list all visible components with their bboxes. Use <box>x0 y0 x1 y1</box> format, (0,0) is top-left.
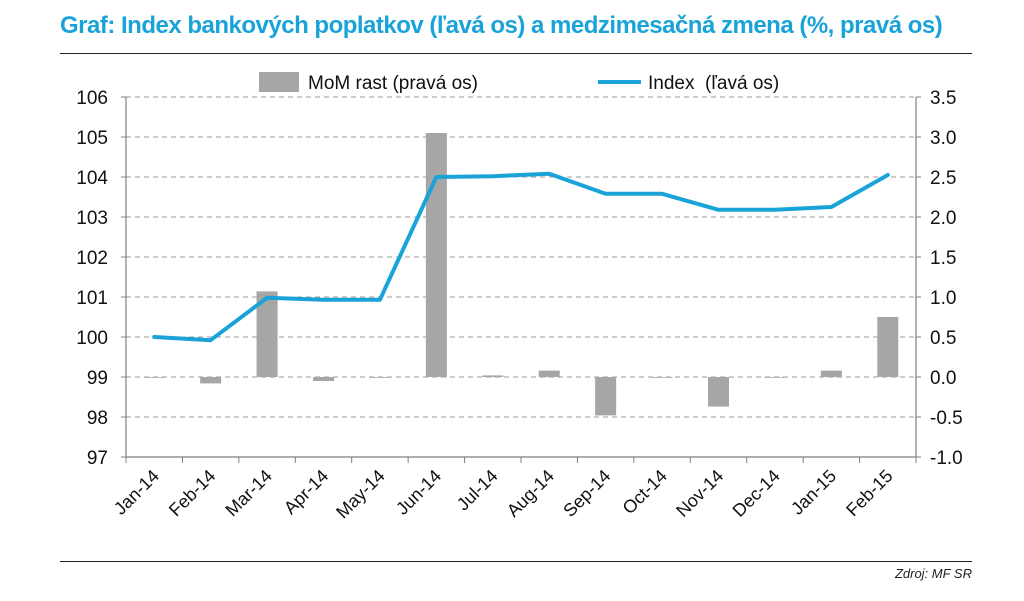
right-tick-label: 2.0 <box>930 208 956 229</box>
bar-mom <box>651 377 673 378</box>
right-tick-label: 1.5 <box>930 248 956 269</box>
right-tick-label: 1.0 <box>930 288 956 309</box>
left-tick-label: 99 <box>87 368 108 389</box>
chart-title: Graf: Index bankových poplatkov (ľavá os… <box>60 12 943 39</box>
right-tick-label: 0.5 <box>930 328 956 349</box>
category-label: Jul-14 <box>453 466 502 515</box>
source-note: Zdroj: MF SR <box>894 566 972 581</box>
bar-mom <box>595 377 617 416</box>
category-label: May-14 <box>332 466 389 523</box>
left-tick-label: 97 <box>87 448 108 469</box>
bar-mom <box>708 377 729 407</box>
category-label: Nov-14 <box>672 466 727 521</box>
bar-mom <box>313 377 334 381</box>
category-label: Jan-14 <box>110 466 163 519</box>
bar-mom <box>820 370 842 377</box>
legend-swatch-bar <box>259 72 299 92</box>
category-label: Feb-14 <box>165 466 219 520</box>
right-tick-label: -0.5 <box>930 408 963 429</box>
index-line <box>152 171 890 343</box>
left-tick-label: 105 <box>76 128 108 149</box>
left-tick-label: 100 <box>76 328 108 349</box>
category-label: Aug-14 <box>503 466 558 521</box>
category-label: Mar-14 <box>221 466 275 520</box>
bar-mom <box>482 375 504 377</box>
top-rule <box>60 53 972 54</box>
left-tick-label: 101 <box>76 288 108 309</box>
category-label: Feb-15 <box>842 466 896 520</box>
category-label: Apr-14 <box>280 466 332 518</box>
bar-mom <box>200 377 222 384</box>
right-tick-label: 3.5 <box>930 88 956 109</box>
left-tick-label: 103 <box>76 208 108 229</box>
legend-label-bar: MoM rast (pravá os) <box>308 73 478 94</box>
right-tick-label: 2.5 <box>930 168 956 189</box>
bar-mom <box>764 377 786 378</box>
category-label: Dec-14 <box>729 466 784 521</box>
bottom-rule <box>60 561 972 562</box>
category-label: Oct-14 <box>619 466 671 518</box>
legend-label-line: Index (ľavá os) <box>648 73 779 94</box>
category-label: Sep-14 <box>559 466 614 521</box>
bar-mom <box>369 377 391 378</box>
bar-mom <box>877 317 899 377</box>
right-tick-label: 3.0 <box>930 128 956 149</box>
left-tick-label: 102 <box>76 248 108 269</box>
right-tick-label: 0.0 <box>930 368 956 389</box>
category-label: Jun-14 <box>392 466 445 519</box>
category-label: Jan-15 <box>787 466 840 519</box>
bar-mom <box>143 377 165 378</box>
bar-mom <box>256 291 278 377</box>
bar-mom <box>425 133 447 377</box>
right-tick-label: -1.0 <box>930 448 963 469</box>
left-tick-label: 104 <box>76 168 108 189</box>
bar-mom <box>538 370 560 377</box>
left-tick-label: 98 <box>87 408 108 429</box>
left-tick-label: 106 <box>76 88 108 109</box>
